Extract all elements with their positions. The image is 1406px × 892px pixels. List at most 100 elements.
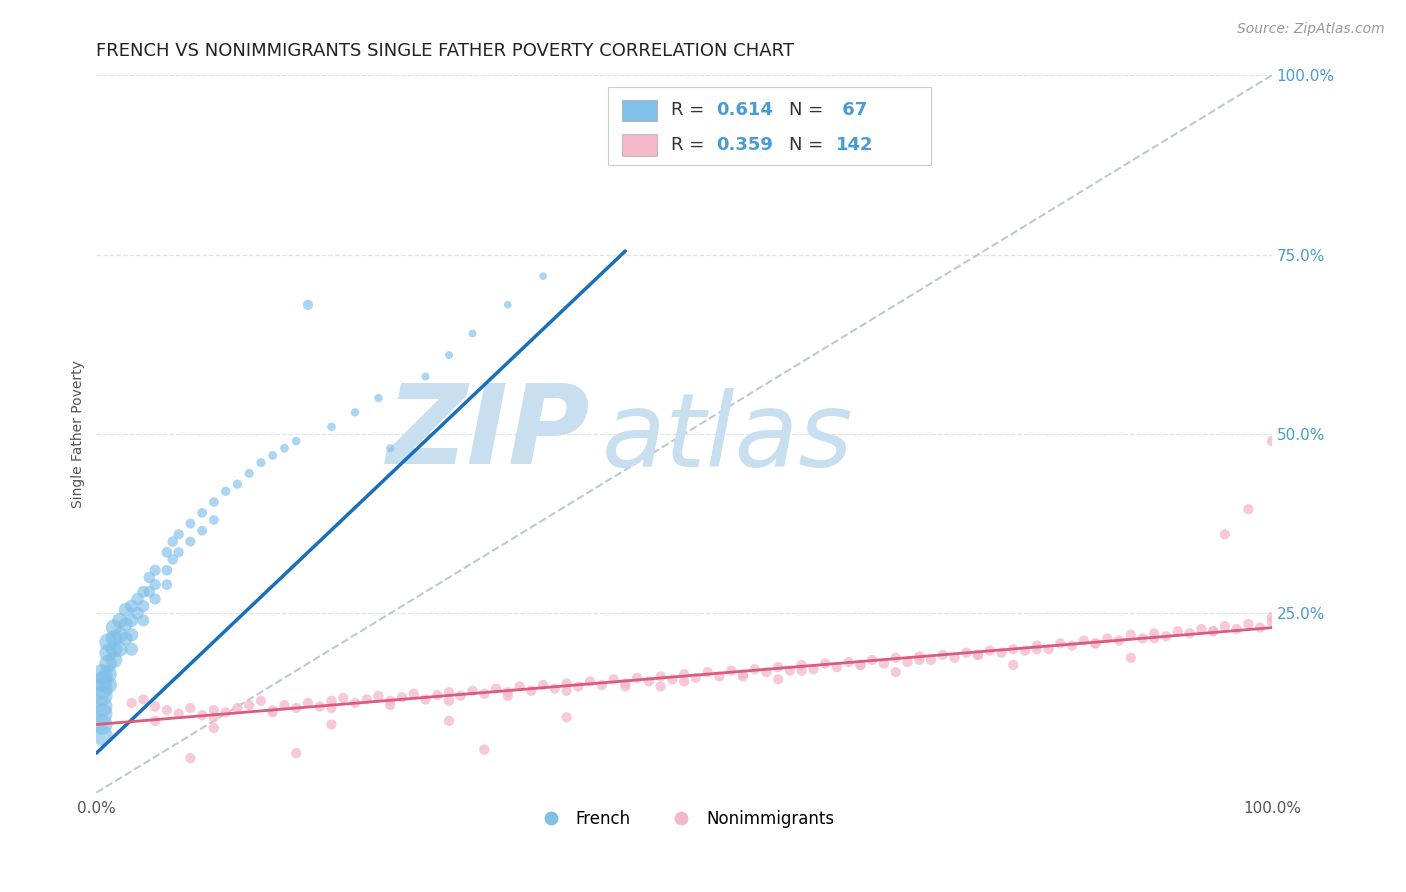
Point bbox=[121, 614, 143, 628]
FancyBboxPatch shape bbox=[607, 87, 931, 165]
Point bbox=[132, 614, 155, 628]
Point bbox=[1189, 622, 1212, 636]
Point bbox=[114, 603, 136, 617]
Point bbox=[91, 728, 114, 742]
Point bbox=[143, 591, 166, 606]
Point bbox=[1097, 632, 1119, 646]
Point bbox=[461, 326, 484, 341]
Point bbox=[103, 642, 125, 657]
Point bbox=[132, 599, 155, 614]
Point bbox=[1249, 621, 1271, 635]
Point bbox=[285, 434, 308, 449]
Point bbox=[849, 657, 872, 672]
Point bbox=[262, 449, 284, 463]
Point bbox=[779, 664, 801, 678]
Point bbox=[156, 577, 179, 591]
Point bbox=[1237, 502, 1260, 516]
Text: 0.359: 0.359 bbox=[716, 136, 773, 153]
Point bbox=[1154, 629, 1177, 643]
Point bbox=[531, 269, 554, 284]
Point bbox=[544, 681, 567, 696]
Point bbox=[391, 690, 413, 705]
Point bbox=[602, 673, 624, 687]
Point bbox=[626, 671, 648, 685]
Point bbox=[838, 655, 860, 669]
Point bbox=[114, 632, 136, 646]
Point bbox=[591, 678, 613, 692]
Point bbox=[814, 657, 837, 671]
Point bbox=[132, 584, 155, 599]
Point bbox=[138, 570, 160, 584]
Point bbox=[555, 710, 578, 724]
Point bbox=[321, 717, 343, 731]
Point bbox=[696, 665, 718, 680]
Legend: French, Nonimmigrants: French, Nonimmigrants bbox=[527, 803, 841, 835]
Point bbox=[97, 678, 120, 692]
Point bbox=[415, 692, 437, 706]
Point bbox=[191, 524, 214, 538]
Point bbox=[1060, 639, 1083, 653]
Point bbox=[437, 694, 460, 708]
Point bbox=[1025, 642, 1047, 657]
Point bbox=[614, 676, 637, 690]
Point bbox=[790, 657, 813, 672]
Point bbox=[1073, 633, 1095, 648]
Point bbox=[1213, 527, 1236, 541]
Point bbox=[167, 527, 190, 541]
Point bbox=[1084, 636, 1107, 650]
Point bbox=[238, 698, 260, 712]
Point bbox=[1014, 643, 1036, 657]
Point bbox=[343, 405, 366, 419]
Point bbox=[755, 665, 778, 680]
Point bbox=[367, 689, 389, 703]
Point bbox=[214, 706, 236, 720]
Y-axis label: Single Father Poverty: Single Father Poverty bbox=[72, 360, 86, 508]
Point bbox=[103, 621, 125, 635]
Point bbox=[156, 563, 179, 577]
Text: N =: N = bbox=[789, 136, 828, 153]
Point bbox=[555, 683, 578, 698]
Point bbox=[121, 642, 143, 657]
Point bbox=[650, 680, 672, 694]
Point bbox=[343, 696, 366, 710]
Point bbox=[685, 671, 707, 685]
Point bbox=[202, 710, 225, 724]
Point bbox=[127, 591, 149, 606]
Point bbox=[1049, 636, 1071, 650]
Point bbox=[143, 563, 166, 577]
Point bbox=[884, 650, 907, 665]
Point bbox=[273, 442, 295, 456]
Point bbox=[91, 717, 114, 731]
Point bbox=[273, 698, 295, 712]
Point bbox=[97, 646, 120, 660]
Point bbox=[132, 692, 155, 706]
Point bbox=[766, 673, 789, 687]
Point bbox=[202, 513, 225, 527]
Point bbox=[285, 746, 308, 760]
Point bbox=[908, 649, 931, 664]
Point bbox=[673, 674, 696, 689]
Point bbox=[91, 667, 114, 681]
Point bbox=[1002, 657, 1025, 672]
Point bbox=[162, 552, 184, 566]
Point bbox=[744, 662, 766, 676]
Point bbox=[179, 701, 201, 715]
Point bbox=[162, 534, 184, 549]
Point bbox=[709, 669, 731, 683]
Text: FRENCH VS NONIMMIGRANTS SINGLE FATHER POVERTY CORRELATION CHART: FRENCH VS NONIMMIGRANTS SINGLE FATHER PO… bbox=[97, 42, 794, 60]
Point bbox=[108, 642, 131, 657]
Point bbox=[520, 683, 543, 698]
Point bbox=[238, 467, 260, 481]
Point bbox=[114, 617, 136, 632]
Point bbox=[825, 660, 848, 674]
Point bbox=[967, 648, 990, 662]
Point bbox=[472, 742, 495, 756]
Point bbox=[321, 701, 343, 715]
Point bbox=[496, 298, 519, 312]
Point bbox=[138, 584, 160, 599]
Point bbox=[579, 674, 602, 689]
Point bbox=[908, 653, 931, 667]
Point bbox=[156, 703, 179, 717]
Point bbox=[143, 699, 166, 714]
Point bbox=[509, 680, 531, 694]
